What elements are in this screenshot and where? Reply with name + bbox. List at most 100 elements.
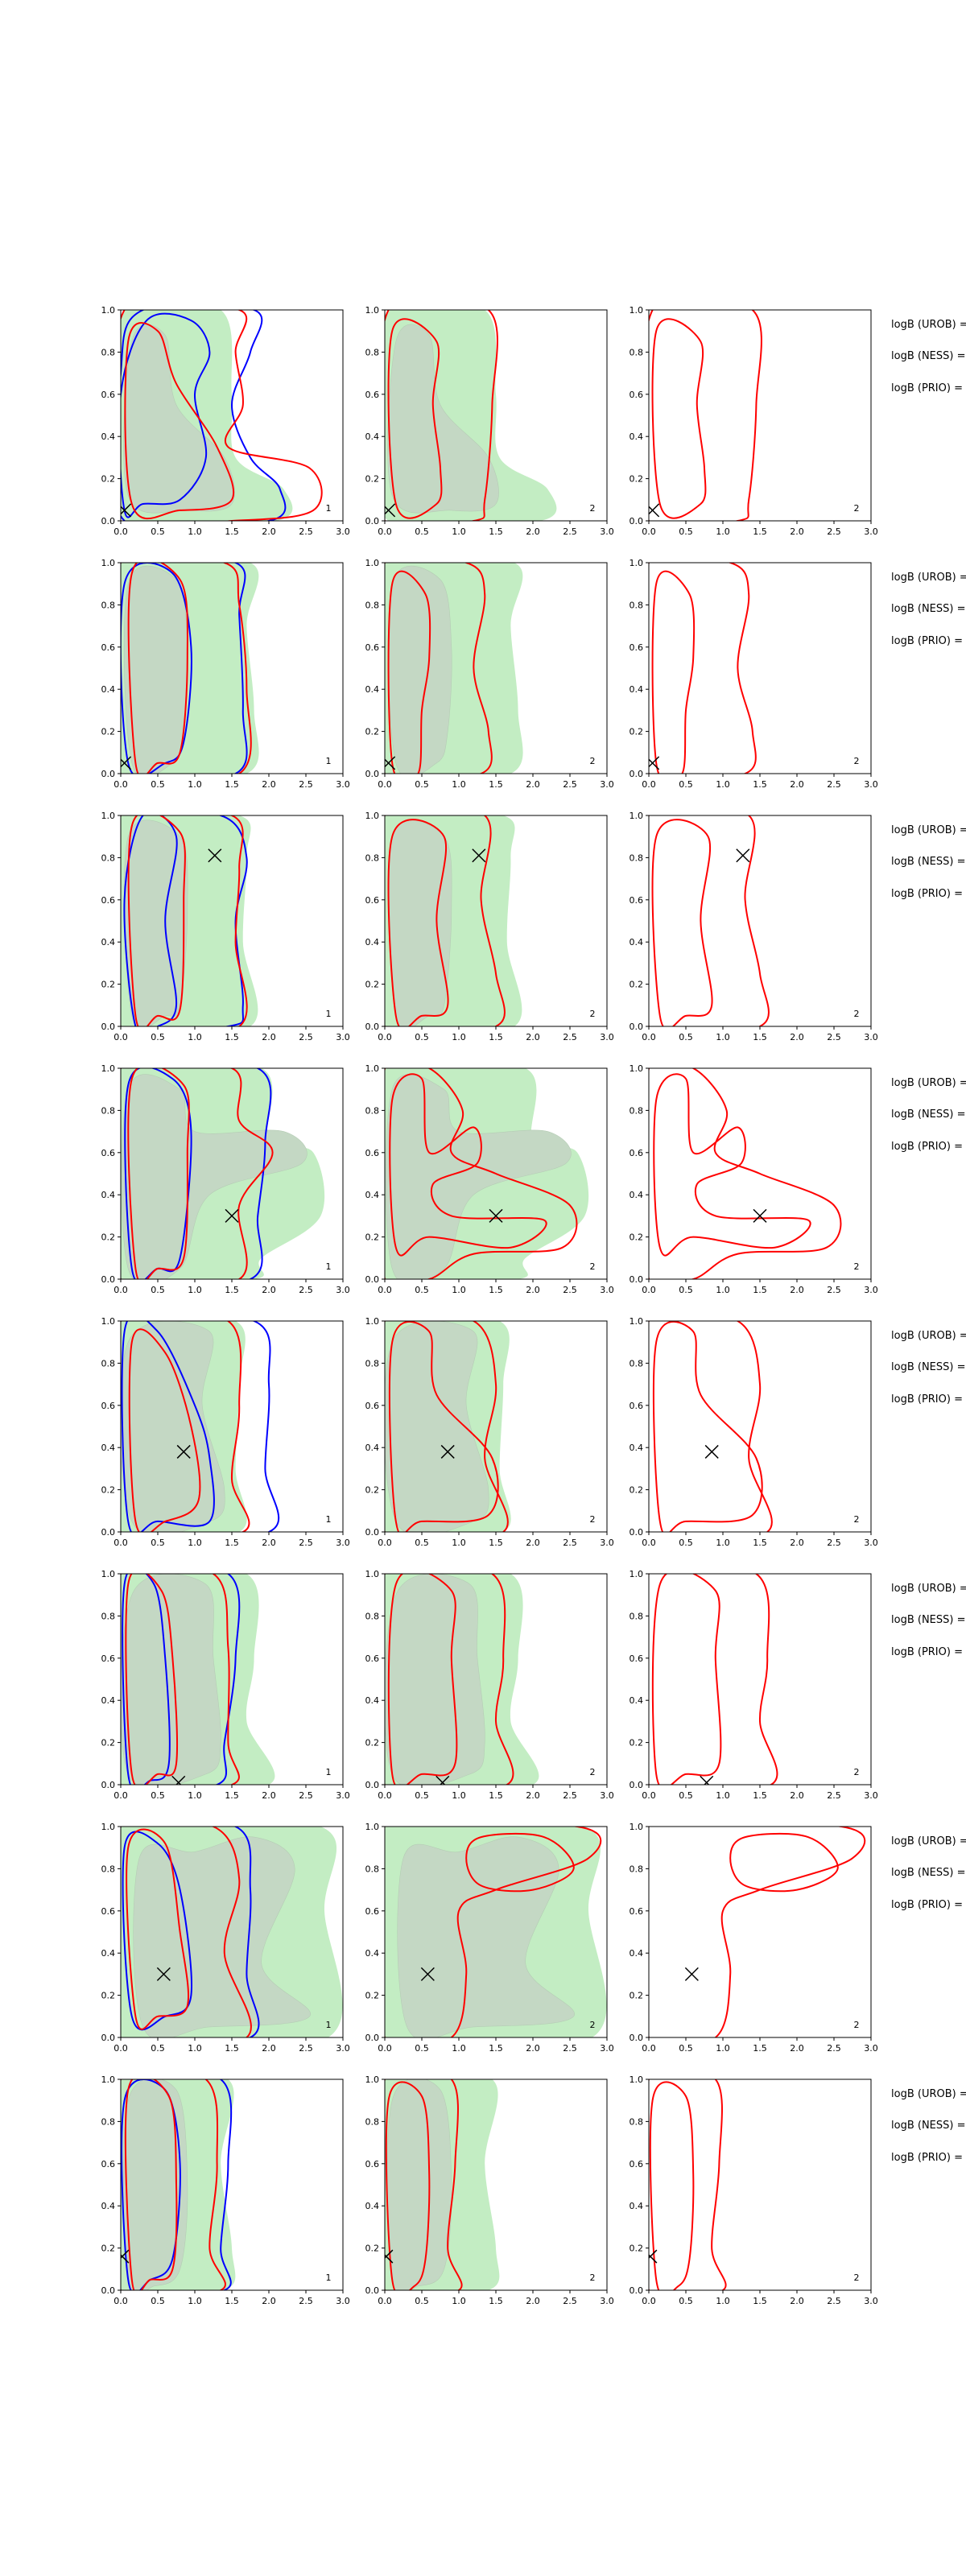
x-tick-label: 3.0 — [600, 1790, 614, 1801]
x-tick-label: 0.5 — [151, 526, 165, 537]
y-tick-label: 1.0 — [365, 558, 380, 568]
x-tick-label: 2.5 — [827, 526, 841, 537]
x-tick-label: 3.0 — [864, 2043, 878, 2054]
y-tick-label: 0.2 — [630, 727, 644, 737]
x-tick-label: 0.0 — [114, 1032, 128, 1042]
x-tick-label: 1.0 — [716, 2043, 730, 2054]
y-tick-label: 0.0 — [630, 1274, 644, 1285]
x-tick-label: 0.0 — [642, 526, 656, 537]
panel-id: 2 — [854, 2020, 860, 2030]
blue-contour-1 — [121, 312, 211, 518]
x-tick-label: 1.0 — [452, 526, 466, 537]
x-tick-label: 1.5 — [489, 1790, 503, 1801]
red-contour-1 — [389, 1073, 547, 1257]
panel-r5-c3: 0.0 0.5 1.0 1.5 2.0 2.5 3.0 0.0 0.2 0.4 0.6 0.8 1.0 2 — [630, 1316, 878, 1548]
x-tick-label: 2.0 — [262, 2296, 276, 2306]
axes-frame — [648, 2079, 872, 2291]
x-tick-label: 2.5 — [299, 2043, 313, 2054]
x-tick-label: 0.5 — [151, 779, 165, 790]
x-tick-label: 2.0 — [526, 1032, 540, 1042]
y-tick-label: 0.6 — [101, 1906, 116, 1917]
x-tick-label: 2.0 — [526, 1285, 540, 1295]
panel-r2-c3: 0.0 0.5 1.0 1.5 2.0 2.5 3.0 0.0 0.2 0.4 0.6 0.8 1.0 2 — [630, 558, 878, 790]
x-tick-label: 1.0 — [716, 1285, 730, 1295]
panel-r2-c2: 0.0 0.5 1.0 1.5 2.0 2.5 3.0 0.0 0.2 0.4 0.6 0.8 1.0 2 — [365, 558, 614, 790]
x-tick-label: 2.0 — [790, 779, 804, 790]
blue-contour-1 — [123, 815, 178, 1026]
x-tick-label: 1.0 — [188, 779, 202, 790]
y-tick-label: 0.6 — [365, 1148, 380, 1158]
y-tick-label: 0.2 — [630, 980, 644, 990]
x-tick-label: 2.5 — [299, 1285, 313, 1295]
y-tick-label: 0.2 — [101, 1485, 116, 1496]
panel-r2-c1: 0.0 0.5 1.0 1.5 2.0 2.5 3.0 0.0 0.2 0.4 0.6 0.8 1.0 1 — [101, 558, 350, 790]
x-marker — [436, 1775, 450, 1785]
y-tick-label: 0.6 — [630, 642, 644, 653]
x-tick-label: 0.5 — [415, 2043, 429, 2054]
y-tick-label: 1.0 — [365, 1316, 380, 1327]
x-tick-label: 3.0 — [864, 2296, 878, 2306]
y-tick-label: 0.6 — [101, 1148, 116, 1158]
y-tick-label: 0.8 — [630, 1611, 644, 1621]
y-tick-label: 0.4 — [365, 2201, 380, 2211]
x-tick-label: 1.5 — [225, 1538, 239, 1548]
y-tick-label: 1.0 — [365, 1569, 380, 1579]
x-tick-label: 0.0 — [642, 779, 656, 790]
panel-id: 2 — [854, 756, 860, 766]
y-tick-label: 0.8 — [101, 347, 116, 357]
y-tick-label: 0.4 — [365, 1695, 380, 1706]
red-contour-4 — [121, 2079, 226, 2290]
y-tick-label: 0.0 — [101, 769, 116, 779]
y-tick-label: 0.2 — [365, 1738, 380, 1748]
logb-labels-row-3: logB (UROB) = logB (NESS) = logB (PRIO) = — [891, 824, 966, 900]
panel-id: 1 — [326, 2273, 332, 2283]
y-tick-label: 0.2 — [101, 1232, 116, 1243]
x-tick-label: 1.0 — [452, 2043, 466, 2054]
panel-r4-c3: 0.0 0.5 1.0 1.5 2.0 2.5 3.0 0.0 0.2 0.4 0.6 0.8 1.0 2 — [630, 1063, 878, 1295]
y-tick-label: 0.8 — [101, 1105, 116, 1116]
y-tick-label: 0.4 — [365, 431, 380, 442]
y-tick-label: 1.0 — [630, 2074, 644, 2085]
x-tick-label: 0.0 — [114, 1285, 128, 1295]
x-tick-label: 3.0 — [864, 526, 878, 537]
x-tick-label: 1.5 — [225, 2296, 239, 2306]
y-tick-label: 0.8 — [365, 1358, 380, 1368]
logb-labels-row-5: logB (UROB) = logB (NESS) = logB (PRIO) = — [891, 1330, 966, 1406]
panel-id: 1 — [326, 1009, 332, 1019]
x-tick-label: 1.5 — [489, 1285, 503, 1295]
y-tick-label: 0.2 — [630, 1232, 644, 1243]
y-tick-label: 0.4 — [101, 1948, 116, 1959]
x-tick-label: 0.0 — [378, 2296, 392, 2306]
y-tick-label: 0.0 — [365, 1022, 380, 1032]
blue-contour-2 — [121, 1574, 241, 1785]
y-tick-label: 1.0 — [101, 811, 116, 821]
x-tick-label: 2.0 — [526, 526, 540, 537]
panel-r6-c1: 0.0 0.5 1.0 1.5 2.0 2.5 3.0 0.0 0.2 0.4 0.6 0.8 1.0 1 — [101, 1569, 350, 1801]
x-tick-label: 3.0 — [336, 1538, 350, 1548]
logb-labels-row-2: logB (UROB) = logB (NESS) = logB (PRIO) = — [891, 572, 966, 647]
logb-label: logB (PRIO) = — [891, 1646, 963, 1658]
panel-r4-c1: 0.0 0.5 1.0 1.5 2.0 2.5 3.0 0.0 0.2 0.4 0.6 0.8 1.0 1 — [101, 1063, 350, 1295]
x-tick-label: 1.0 — [716, 1032, 730, 1042]
x-tick-label: 1.5 — [753, 2296, 767, 2306]
red-contour-2 — [649, 1827, 866, 2037]
y-tick-label: 0.0 — [365, 2033, 380, 2043]
x-tick-label: 0.0 — [642, 1790, 656, 1801]
y-tick-label: 0.6 — [365, 895, 380, 906]
x-tick-label: 1.5 — [225, 526, 239, 537]
y-tick-label: 0.4 — [365, 937, 380, 947]
x-tick-label: 0.5 — [415, 779, 429, 790]
y-tick-label: 0.4 — [101, 1443, 116, 1453]
x-tick-label: 0.5 — [151, 2296, 165, 2306]
y-tick-label: 0.2 — [101, 1991, 116, 2001]
x-tick-label: 1.5 — [225, 1285, 239, 1295]
logb-labels-row-4: logB (UROB) = logB (NESS) = logB (PRIO) = — [891, 1077, 966, 1153]
shaded-region-inner — [387, 819, 452, 1026]
x-tick-label: 0.5 — [679, 1538, 693, 1548]
panel-id: 1 — [326, 1767, 332, 1777]
panel-r7-c1: 0.0 0.5 1.0 1.5 2.0 2.5 3.0 0.0 0.2 0.4 0.6 0.8 1.0 1 — [101, 1822, 350, 2054]
x-tick-label: 2.0 — [262, 1538, 276, 1548]
x-tick-label: 0.5 — [151, 1285, 165, 1295]
x-tick-label: 1.0 — [188, 1032, 202, 1042]
x-tick-label: 1.5 — [753, 1032, 767, 1042]
